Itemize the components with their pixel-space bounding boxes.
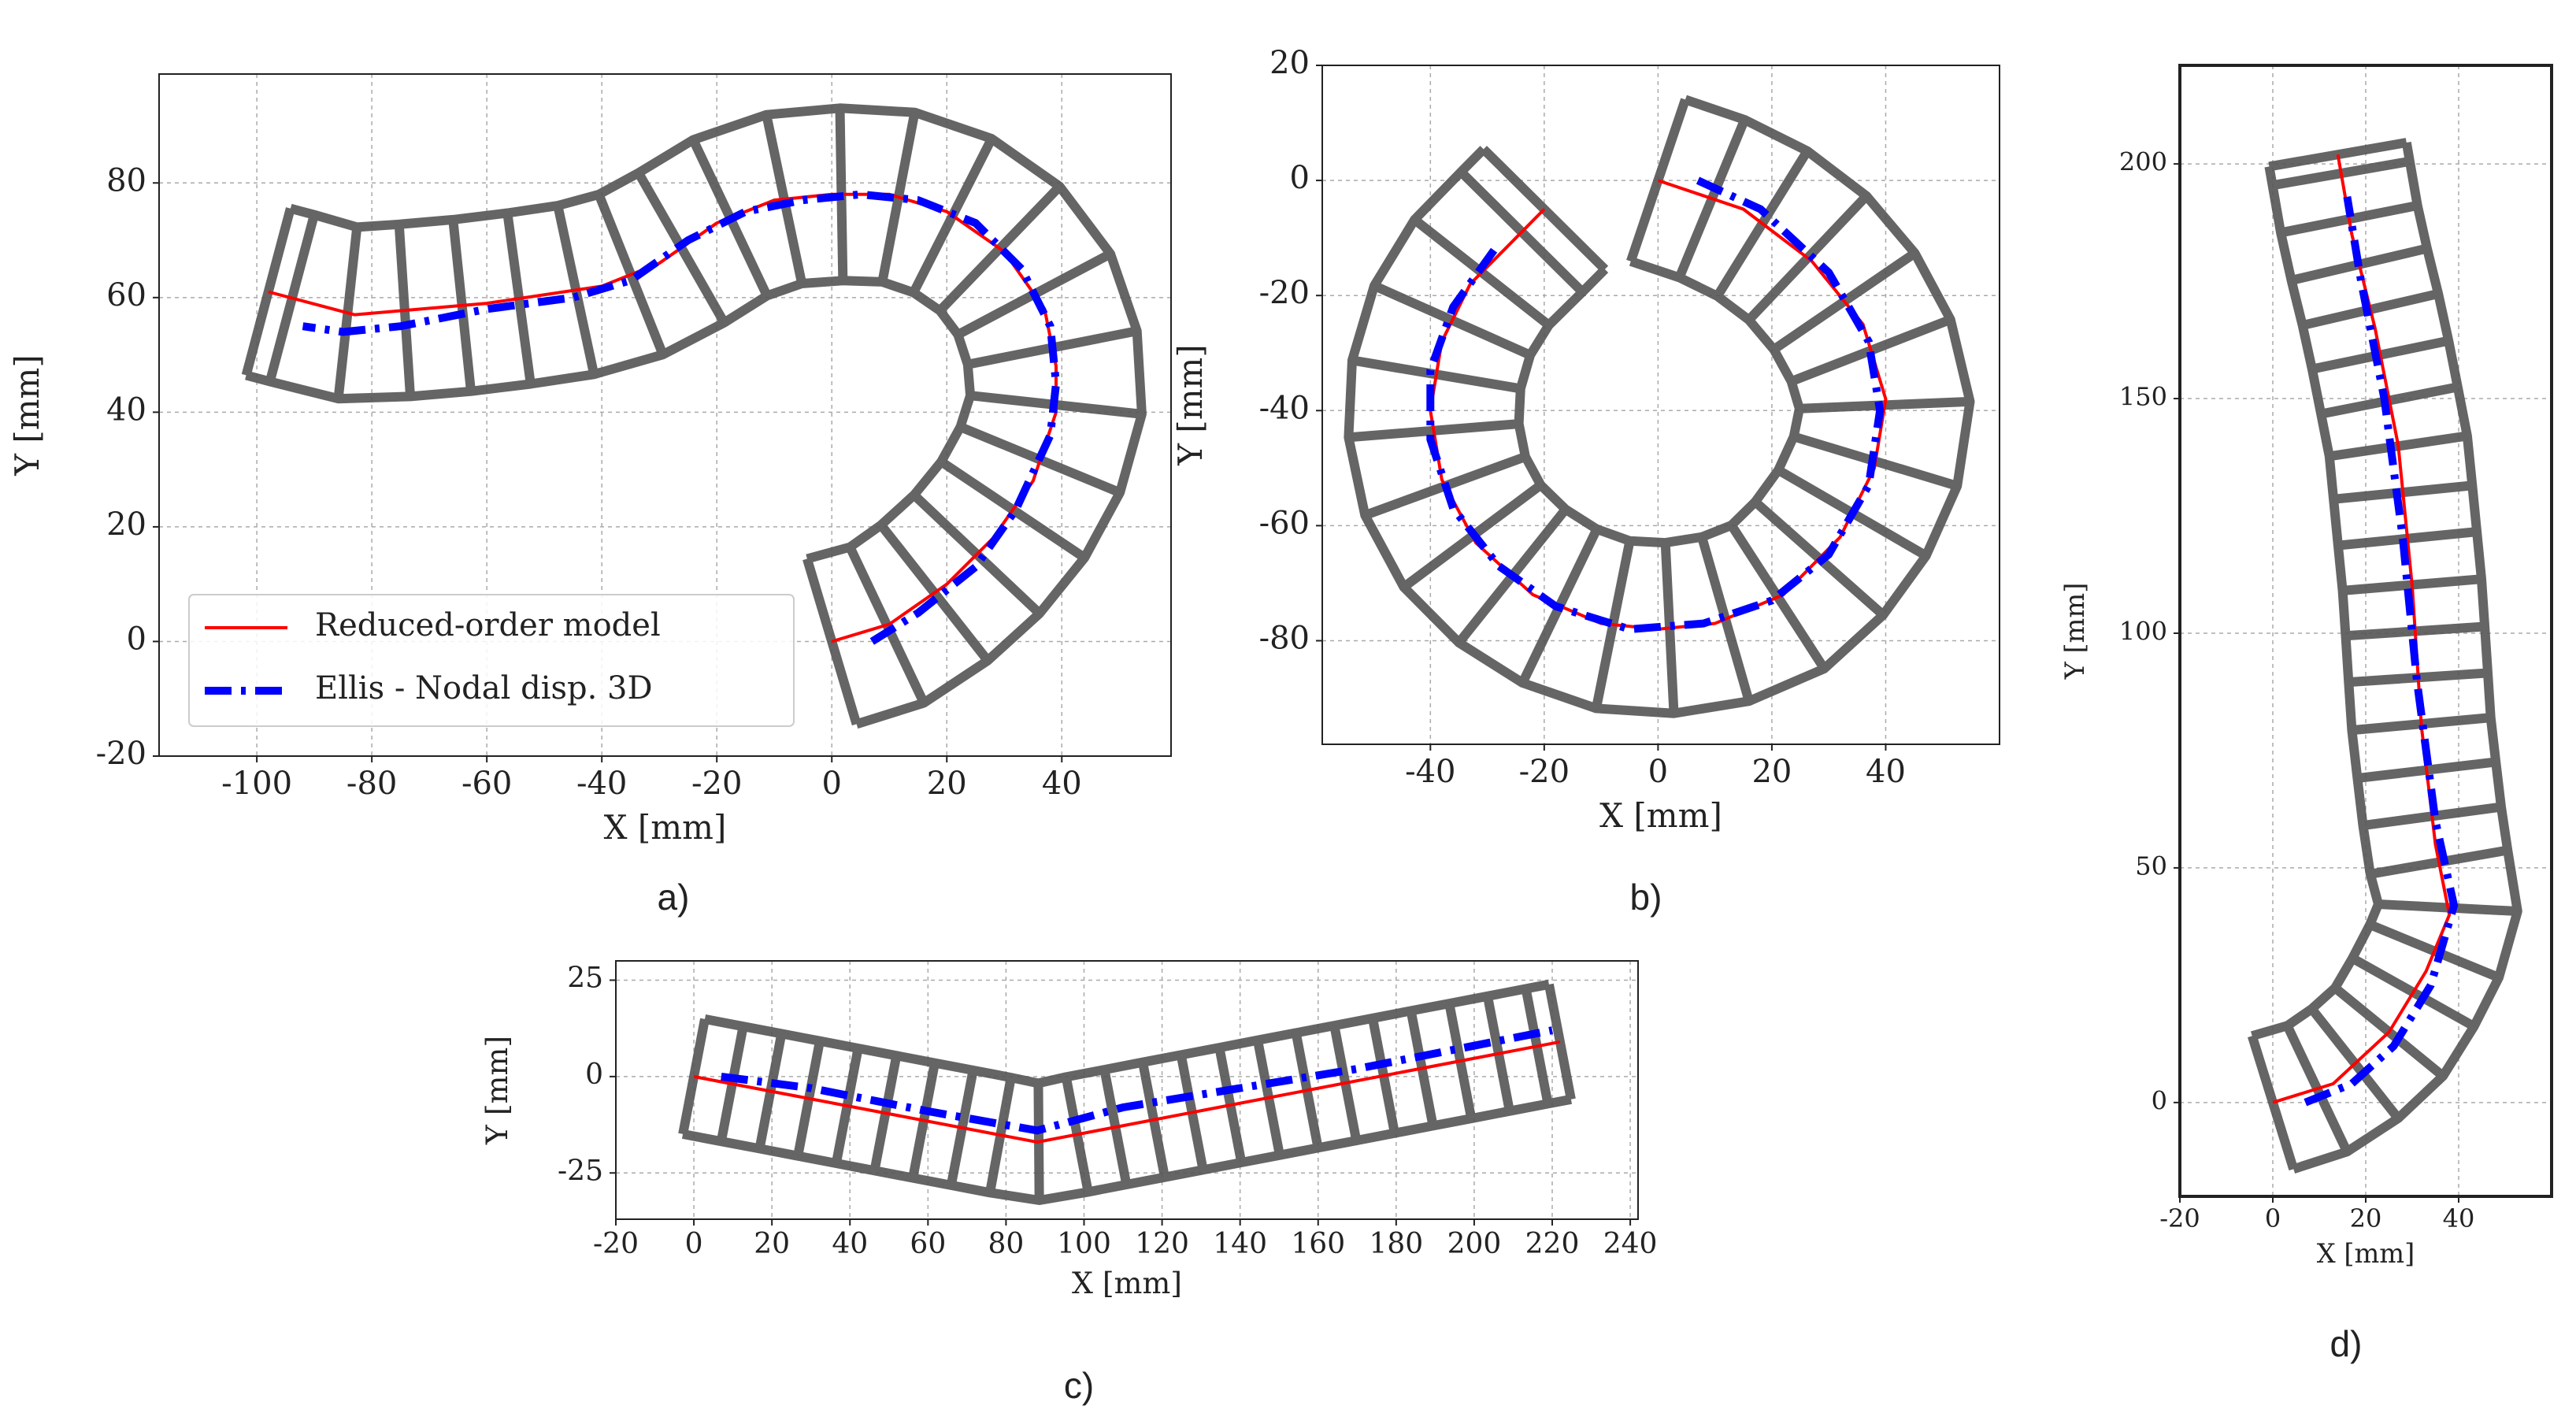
y-tick-label: 200	[2119, 147, 2167, 177]
axes-frame	[615, 960, 1639, 1220]
y-tick-label: 150	[2119, 382, 2167, 412]
axes-frame	[1321, 65, 2000, 745]
y-tick-label: -20	[1259, 275, 1310, 311]
x-tick-label: -80	[347, 766, 397, 802]
y-tick-label: 60	[106, 277, 146, 313]
x-tick-label: 240	[1603, 1228, 1658, 1260]
x-tick-label: 20	[1751, 754, 1792, 790]
x-tick-label: 40	[1042, 766, 1082, 802]
x-tick-label: 0	[822, 766, 842, 802]
y-tick-label: 20	[106, 506, 146, 543]
x-axis-label: X [mm]	[2317, 1238, 2415, 1269]
y-tick-label: -40	[1259, 390, 1310, 426]
structure-spoke	[678, 1018, 710, 1135]
data-line	[721, 1026, 1553, 1135]
x-tick-label: 20	[927, 766, 967, 802]
x-tick-label: 80	[988, 1228, 1025, 1260]
y-tick-label: 0	[2152, 1085, 2167, 1115]
y-tick-label: 25	[567, 962, 603, 994]
y-tick-label: 50	[2135, 851, 2167, 881]
panel: -100 -80 -60 -40 -20 0 20 40 -20 0 20 40 60 80 X [mm] Y…	[8, 73, 1172, 918]
structure-spoke	[1480, 146, 1609, 273]
data-line	[693, 1040, 1561, 1144]
y-tick-label: -80	[1259, 621, 1310, 657]
x-tick-label: 60	[910, 1228, 946, 1260]
structure-edge	[681, 1094, 1573, 1205]
x-tick-label: -20	[1519, 754, 1570, 790]
data-line	[302, 190, 1061, 645]
panel-label: b)	[1630, 877, 1662, 918]
panel-label: a)	[658, 877, 690, 918]
x-tick-label: 200	[1447, 1228, 1502, 1260]
y-tick-label: 80	[106, 162, 146, 198]
x-tick-label: 0	[1648, 754, 1668, 790]
structure	[678, 979, 1576, 1205]
x-tick-label: -20	[593, 1228, 639, 1260]
x-tick-label: 20	[2350, 1203, 2382, 1233]
x-axis-label: X [mm]	[1599, 796, 1722, 835]
structure-spoke	[2248, 1034, 2298, 1171]
structure-spoke	[1626, 98, 1690, 263]
x-tick-label: -40	[576, 766, 627, 802]
structure-spoke	[1544, 983, 1576, 1100]
x-tick-label: 40	[1866, 754, 1906, 790]
data-line	[268, 192, 1058, 643]
x-tick-label: 40	[832, 1228, 868, 1260]
y-axis-label: Y [mm]	[480, 1036, 514, 1145]
y-tick-label: 40	[106, 391, 146, 428]
y-tick-label: -20	[96, 736, 146, 772]
x-tick-label: 140	[1213, 1228, 1267, 1260]
y-axis-label: Y [mm]	[2059, 583, 2090, 680]
panel: -20 0 20 40 60 80 100 120 140 160 180 200 220 240 -25 0…	[480, 960, 1658, 1406]
x-tick-label: 0	[2265, 1203, 2281, 1233]
structure-edge	[2292, 141, 2522, 1174]
legend-label: Reduced-order model	[315, 607, 661, 643]
x-tick-label: 220	[1525, 1228, 1580, 1260]
data-line	[1426, 176, 1885, 633]
x-tick-label: 180	[1369, 1228, 1423, 1260]
structure-edge	[245, 276, 976, 564]
axes-frame	[158, 73, 1172, 757]
x-axis-label: X [mm]	[1072, 1266, 1182, 1300]
structure-edge	[2251, 165, 2383, 1041]
panel-label: c)	[1064, 1365, 1094, 1406]
x-tick-label: 0	[685, 1228, 703, 1260]
structure-edge	[703, 979, 1551, 1088]
y-tick-label: -25	[558, 1155, 603, 1187]
x-axis-label: X [mm]	[604, 808, 727, 847]
y-axis-label: Y [mm]	[1171, 344, 1210, 466]
x-tick-label: -60	[461, 766, 512, 802]
panel: -20 0 20 40 0 50 100 150 200 X [mm] Y [mm] d)	[2059, 64, 2553, 1364]
y-tick-label: 0	[585, 1059, 603, 1091]
y-tick-label: 0	[1290, 160, 1310, 196]
x-tick-label: -100	[221, 766, 292, 802]
panel: -40 -20 0 20 40 -80 -60 -40 -20 0 20 X [mm] Y [mm] b)	[1171, 45, 2000, 918]
y-tick-label: 0	[127, 621, 146, 657]
x-tick-label: -20	[2159, 1203, 2200, 1233]
structure-edge	[289, 103, 1147, 729]
structure-edge	[1344, 95, 1975, 718]
y-tick-label: 20	[1269, 45, 1310, 81]
structure	[2248, 138, 2522, 1174]
x-tick-label: 160	[1291, 1228, 1345, 1260]
x-tick-label: -40	[1405, 754, 1455, 790]
x-tick-label: -20	[691, 766, 742, 802]
x-tick-label: 40	[2443, 1203, 2475, 1233]
x-tick-label: 120	[1135, 1228, 1189, 1260]
y-tick-label: 100	[2119, 616, 2167, 646]
x-tick-label: 100	[1057, 1228, 1111, 1260]
x-tick-label: 20	[754, 1228, 790, 1260]
legend-box	[188, 594, 795, 727]
legend-label: Ellis - Nodal disp. 3D	[315, 670, 653, 706]
structure-edge	[1514, 257, 1804, 548]
panel-label: d)	[2330, 1323, 2363, 1364]
axes-frame	[2178, 64, 2553, 1198]
data-line	[2304, 195, 2459, 1107]
y-tick-label: -60	[1259, 505, 1310, 541]
y-axis-label: Y [mm]	[8, 354, 46, 477]
